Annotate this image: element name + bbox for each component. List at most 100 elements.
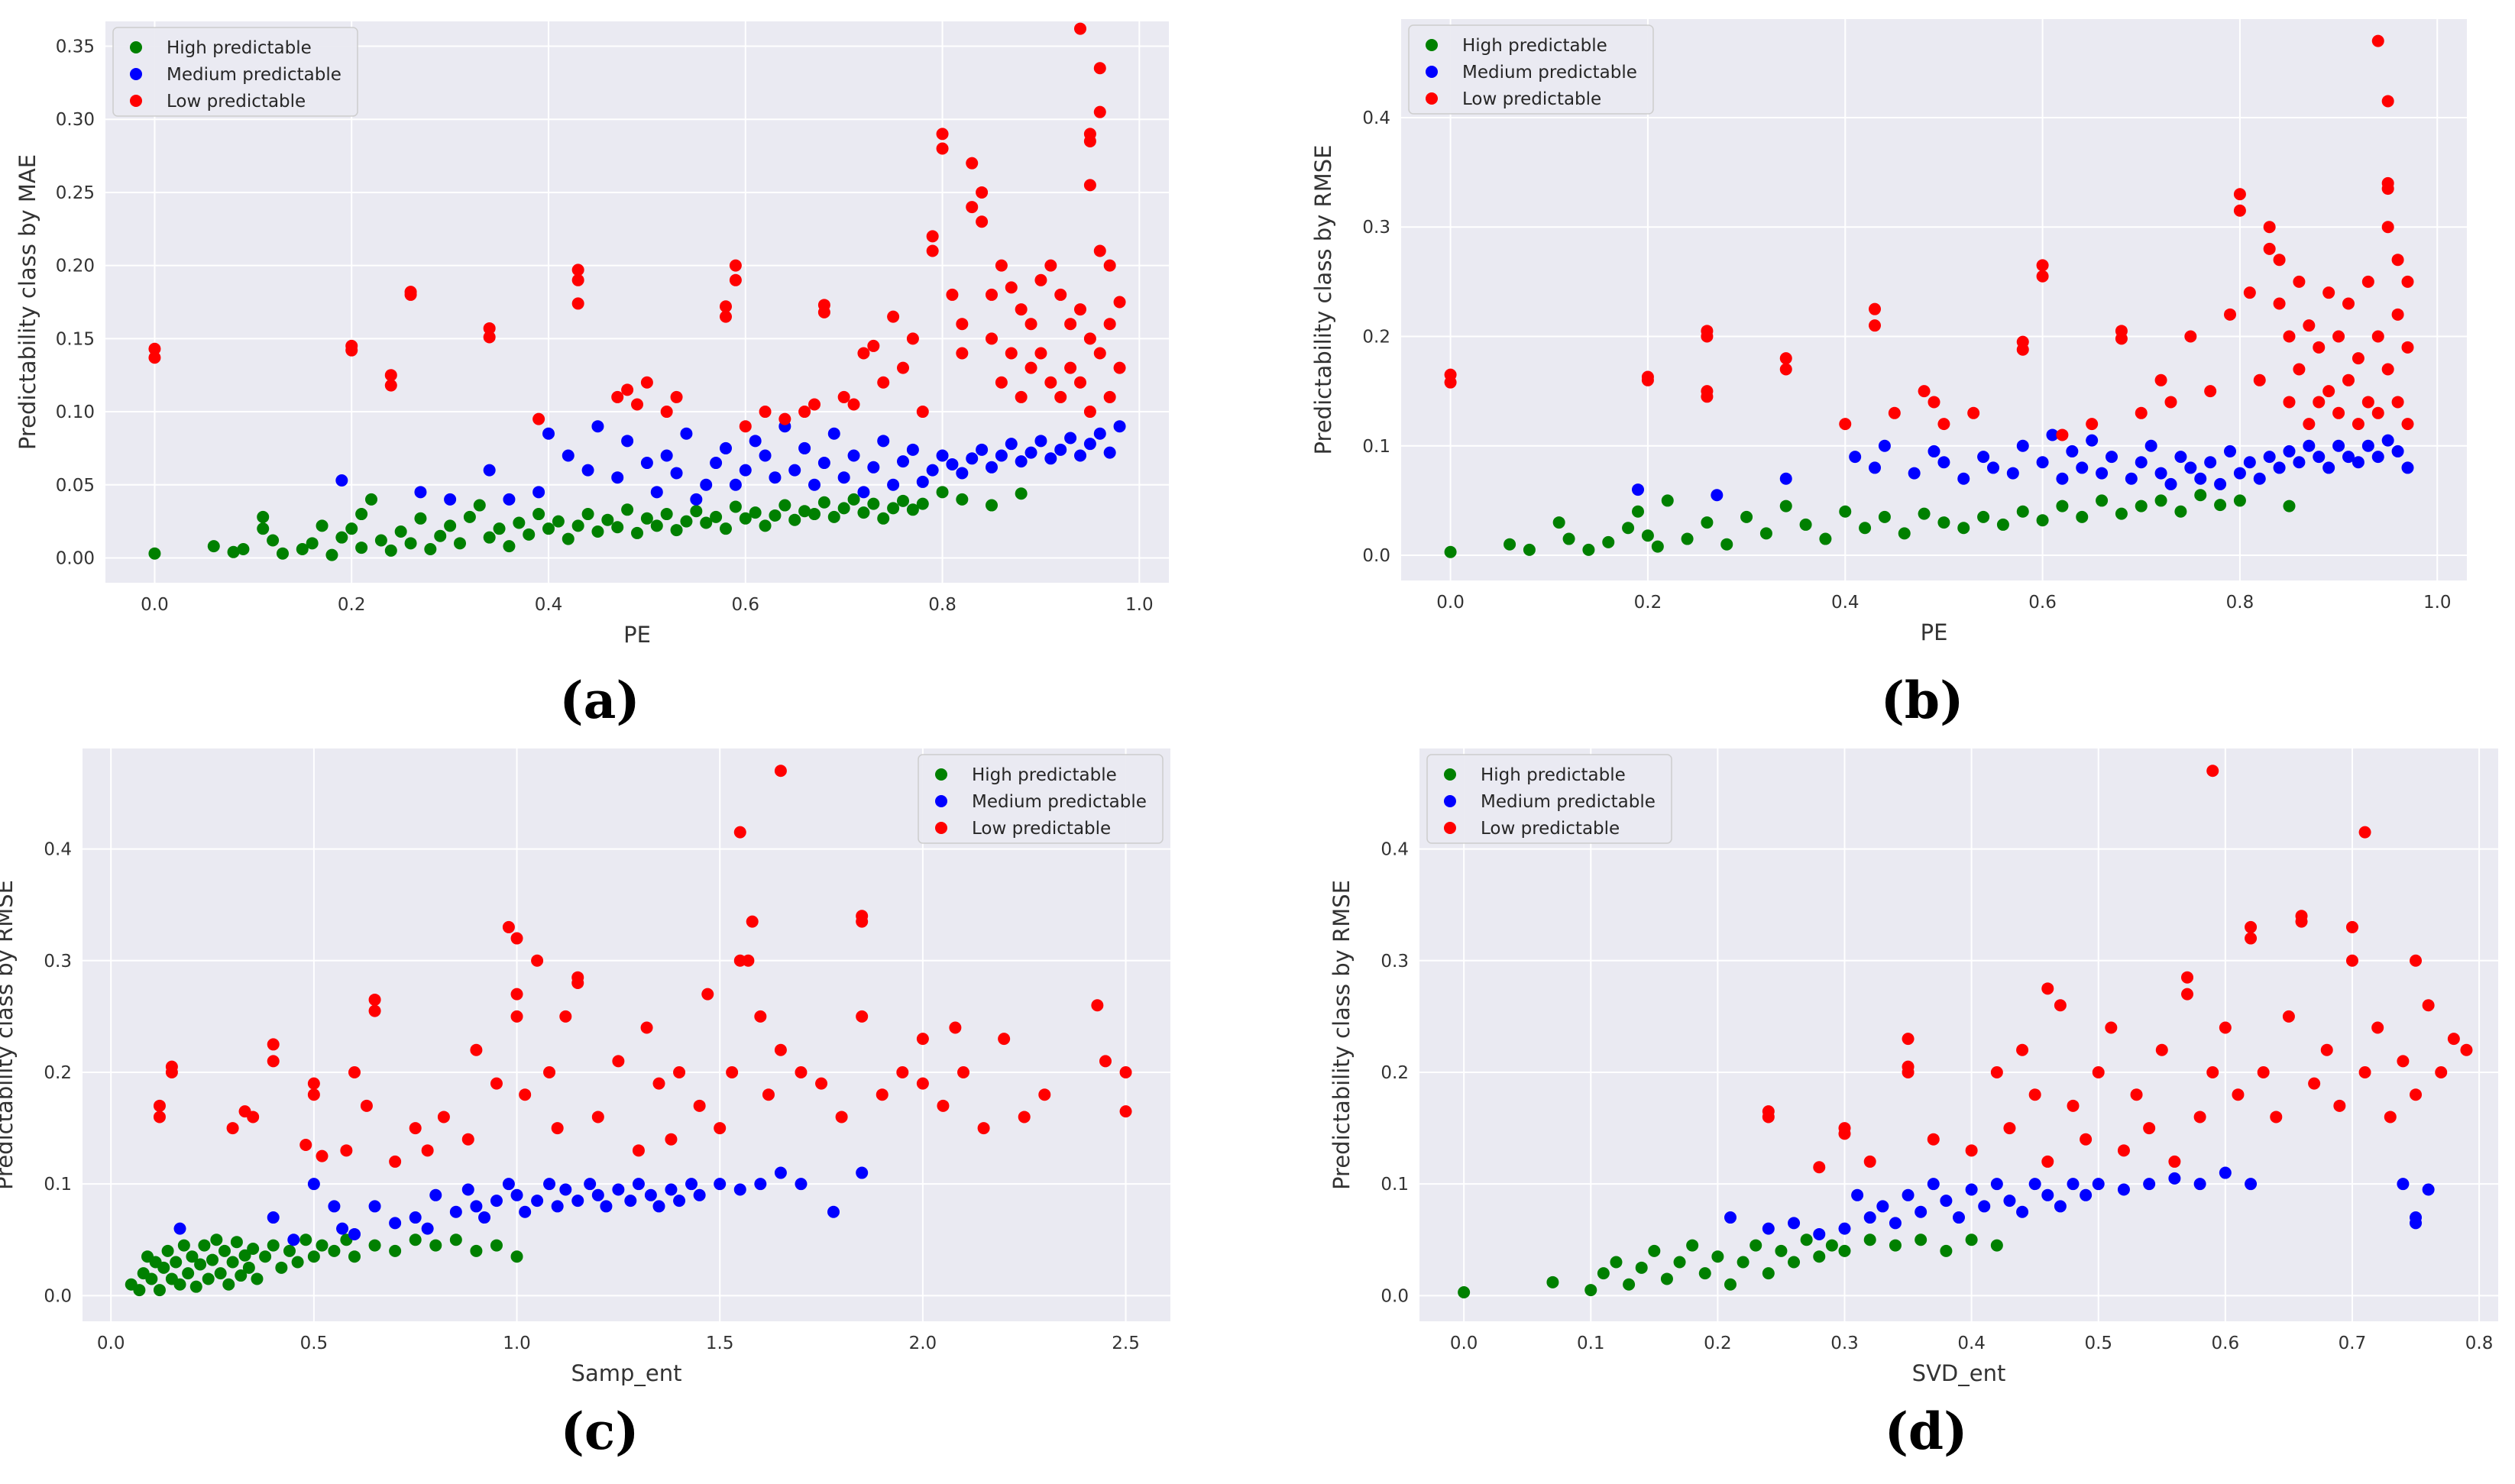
- point-medium: [670, 467, 683, 480]
- point-high: [214, 1267, 227, 1280]
- legend-marker-low: [130, 95, 142, 107]
- point-high: [1701, 516, 1714, 529]
- point-low: [714, 1122, 727, 1135]
- point-medium: [2028, 1178, 2041, 1191]
- point-high: [631, 526, 643, 539]
- point-low: [815, 1077, 828, 1090]
- point-low: [299, 1139, 312, 1152]
- point-low: [2313, 341, 2326, 354]
- point-low: [2184, 330, 2197, 343]
- point-low: [1038, 1088, 1051, 1101]
- point-low: [726, 1065, 739, 1078]
- point-medium: [1083, 438, 1096, 451]
- point-low: [966, 157, 979, 170]
- point-medium: [946, 457, 959, 470]
- point-low: [360, 1099, 373, 1112]
- point-low: [2410, 954, 2423, 967]
- point-low: [1054, 390, 1067, 403]
- point-high: [700, 516, 713, 529]
- y-tick-label: 0.2: [1380, 1063, 1409, 1083]
- point-high: [513, 516, 526, 529]
- point-high: [449, 1233, 462, 1246]
- panel-label: (d): [1885, 1402, 1968, 1461]
- point-low: [887, 310, 900, 323]
- point-medium: [2144, 439, 2157, 452]
- point-medium: [2106, 451, 2118, 464]
- point-medium: [2397, 1178, 2410, 1191]
- y-tick-label: 0.1: [44, 1175, 72, 1195]
- point-low: [916, 1077, 929, 1090]
- point-medium: [1987, 461, 1999, 474]
- point-high: [887, 502, 900, 515]
- point-low: [640, 1021, 653, 1034]
- point-medium: [2273, 461, 2286, 474]
- point-high: [238, 1249, 251, 1262]
- point-low: [2003, 1122, 2016, 1135]
- point-low: [2263, 221, 2276, 234]
- point-high: [1990, 1239, 2003, 1252]
- point-medium: [2245, 1178, 2258, 1191]
- point-medium: [173, 1222, 186, 1235]
- y-tick-label: 0.3: [44, 952, 72, 972]
- point-medium: [483, 464, 496, 477]
- point-low: [986, 332, 998, 345]
- point-high: [1759, 527, 1772, 540]
- scatter-panel-a: 0.0 0.2 0.4 0.6 0.8 1.0 0.00 0.05 0.10 0.15 0.20 0.…: [0, 0, 1258, 742]
- point-low: [2303, 418, 2316, 431]
- point-medium: [591, 1188, 604, 1201]
- point-medium: [795, 1178, 808, 1191]
- point-high: [778, 499, 791, 512]
- point-low: [2447, 1033, 2460, 1046]
- point-high: [1740, 510, 1753, 523]
- point-low: [2243, 286, 2256, 299]
- point-medium: [621, 435, 634, 448]
- point-medium: [788, 464, 801, 477]
- point-low: [1119, 1065, 1132, 1078]
- point-medium: [632, 1178, 645, 1191]
- point-medium: [2016, 1205, 2029, 1218]
- scatter-panel-d: 0.0 0.1 0.2 0.3 0.4 0.5 0.6 0.7 0.8 0.0 0.1 0.2 0.3 0…: [1258, 742, 2515, 1484]
- point-low: [2332, 330, 2345, 343]
- point-high: [2076, 510, 2089, 523]
- point-medium: [600, 1200, 613, 1213]
- x-tick-label: 0.8: [2226, 593, 2254, 613]
- point-high: [414, 512, 427, 525]
- point-medium: [1978, 1200, 1991, 1213]
- point-medium: [2003, 1195, 2016, 1208]
- point-medium: [1878, 439, 1891, 452]
- point-medium: [714, 1178, 727, 1191]
- point-high: [259, 1250, 272, 1263]
- point-medium: [1779, 472, 1792, 485]
- y-tick-label: 0.2: [44, 1063, 72, 1083]
- point-high: [788, 513, 801, 526]
- point-medium: [1937, 456, 1950, 469]
- point-high: [710, 510, 723, 523]
- point-medium: [1849, 451, 1862, 464]
- y-tick-label: 0.1: [1380, 1175, 1409, 1195]
- point-low: [1099, 1055, 1112, 1068]
- point-medium: [995, 449, 1008, 462]
- y-axis-title: Predictability class by MAE: [15, 154, 40, 450]
- x-tick-label: 0.2: [338, 595, 366, 615]
- point-high: [2154, 494, 2167, 507]
- point-low: [2391, 308, 2404, 321]
- point-low: [774, 1043, 787, 1056]
- legend-label-medium: Medium predictable: [1481, 792, 1656, 812]
- point-low: [2371, 330, 2384, 343]
- point-medium: [808, 478, 821, 491]
- point-high: [936, 486, 949, 499]
- point-medium: [611, 471, 624, 484]
- point-low: [2092, 1065, 2105, 1078]
- x-tick-label: 0.2: [1704, 1334, 1732, 1353]
- point-low: [995, 259, 1008, 272]
- point-low: [532, 412, 545, 425]
- point-high: [283, 1244, 296, 1257]
- point-medium: [1813, 1227, 1826, 1240]
- point-low: [2401, 418, 2414, 431]
- point-medium: [562, 449, 575, 462]
- point-high: [532, 508, 545, 521]
- point-medium: [2243, 456, 2256, 469]
- point-high: [267, 1239, 280, 1252]
- plot-background: [1419, 748, 2498, 1321]
- legend-box: [1426, 754, 1672, 844]
